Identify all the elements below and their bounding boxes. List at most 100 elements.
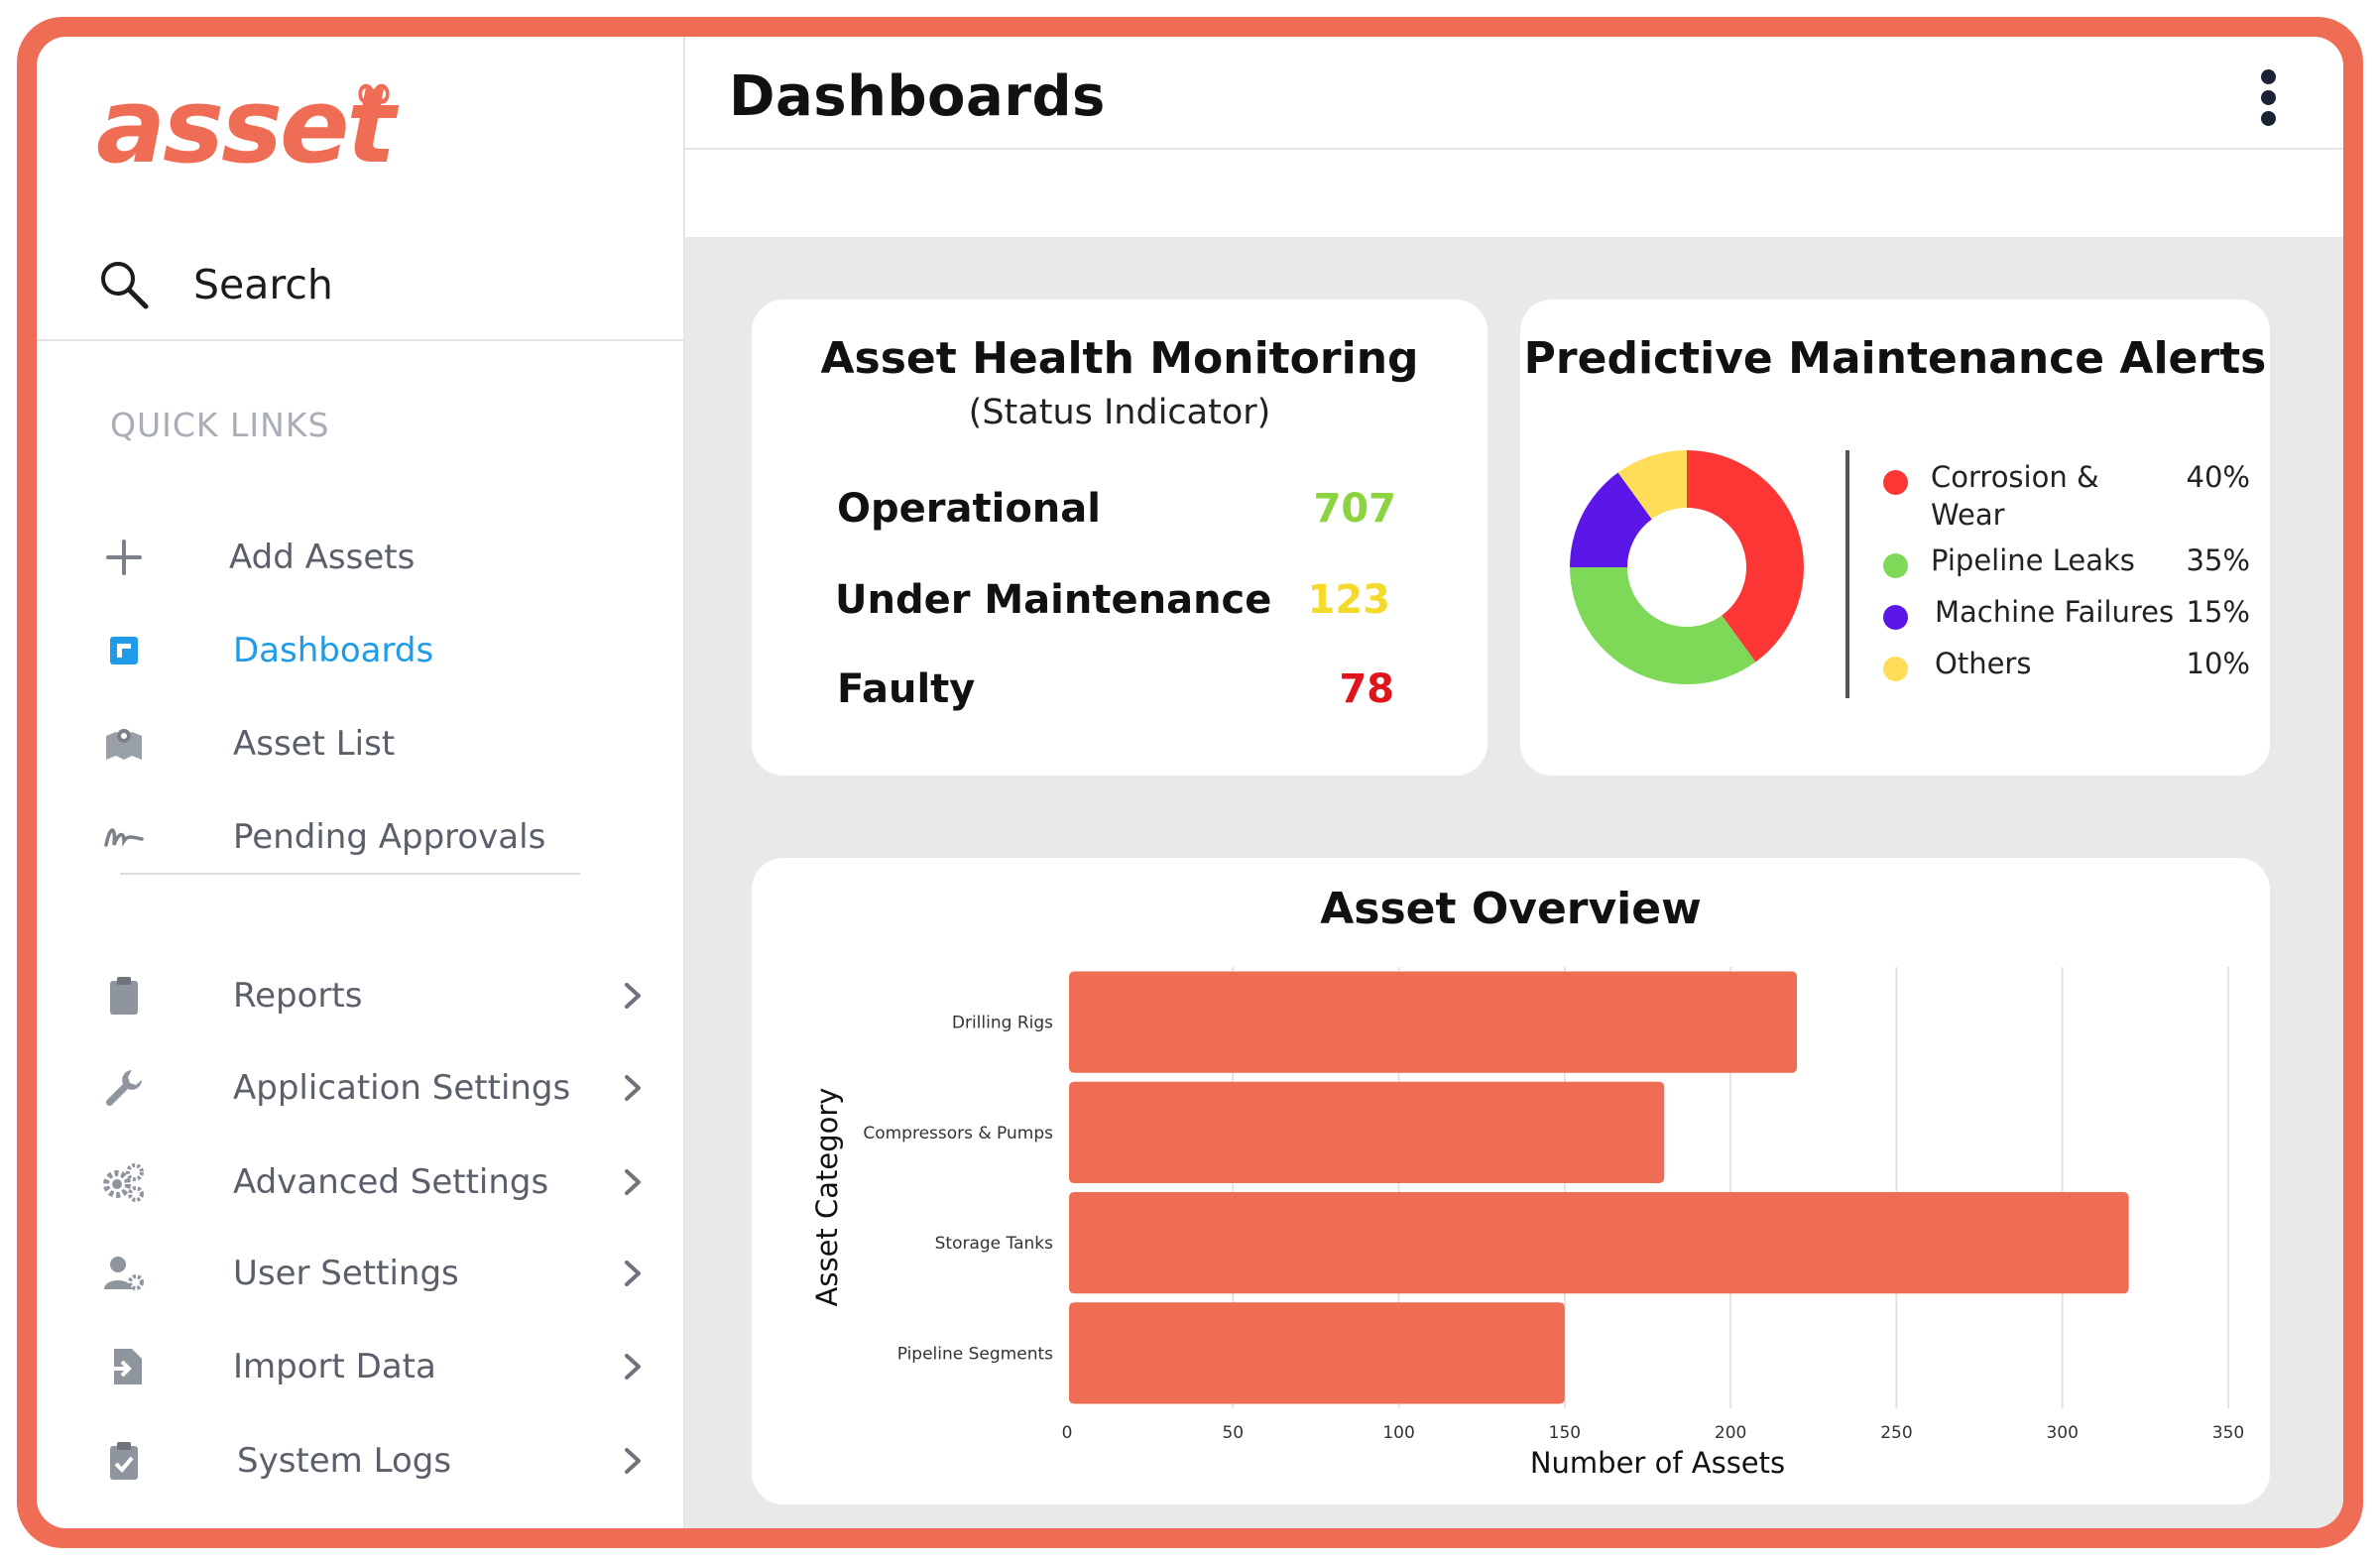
status-value: 707	[1313, 486, 1397, 532]
legend-item-pipeline-leaks: Pipeline Leaks 35%	[1883, 541, 2250, 591]
card-title: Predictive Maintenance Alerts	[1523, 333, 2267, 384]
sidebar-item-import-data[interactable]: Import Data	[100, 1332, 665, 1401]
chevron-right-icon	[625, 1354, 641, 1380]
asset-overview-card: Asset Overview 0 50 100 150 200 250 300 350 Dril…	[752, 858, 2270, 1504]
legend-dot	[1883, 657, 1908, 681]
legend-percent: 15%	[2186, 595, 2250, 629]
status-label: Operational	[837, 486, 1101, 532]
logo-infinity-icon: ∞	[354, 64, 394, 120]
legend-percent: 35%	[2186, 543, 2250, 577]
chevron-right-icon	[625, 1169, 641, 1195]
map-icon	[106, 729, 142, 760]
sidebar-item-label: Asset List	[233, 724, 396, 764]
x-tick-label: 50	[1222, 1423, 1244, 1443]
bar-2	[1069, 1191, 2129, 1294]
bar-0	[1069, 971, 1798, 1073]
legend-label: Corrosion & Wear	[1931, 460, 2099, 532]
legend-dot	[1883, 470, 1908, 495]
dashboard-icon	[110, 637, 138, 664]
header-divider	[685, 148, 2343, 150]
status-row-operational: Operational 707	[837, 486, 1396, 545]
x-tick-label: 350	[2212, 1423, 2244, 1443]
bar-1	[1069, 1081, 1665, 1184]
chevron-right-icon	[625, 1261, 641, 1286]
gears-icon	[103, 1163, 144, 1202]
x-tick-label: 200	[1715, 1423, 1746, 1443]
clipboard-check-icon	[110, 1442, 138, 1480]
sidebar-item-label: Add Assets	[229, 538, 416, 577]
alerts-donut-chart	[1570, 450, 1804, 684]
status-row-faulty: Faulty 78	[837, 666, 1394, 726]
donut-slice-1	[1570, 567, 1756, 684]
app-window: asset ∞ Search QUICK LINKS Add Assets Da…	[37, 37, 2343, 1528]
x-tick-label: 100	[1382, 1423, 1414, 1443]
sidebar-item-reports[interactable]: Reports	[100, 961, 665, 1030]
sidebar-divider	[120, 873, 580, 875]
sidebar-item-add-assets[interactable]: Add Assets	[100, 523, 665, 592]
donut-slice-2	[1570, 472, 1652, 567]
chevron-right-icon	[625, 1075, 641, 1101]
sidebar-item-user-settings[interactable]: User Settings	[100, 1239, 665, 1308]
sidebar-item-label: Advanced Settings	[233, 1162, 549, 1202]
plus-icon	[106, 540, 142, 575]
page-header: Dashboards	[685, 37, 2343, 237]
donut-slice-0	[1687, 450, 1804, 662]
wrench-icon	[105, 1070, 142, 1107]
sidebar-item-label: Application Settings	[233, 1068, 571, 1108]
y-tick-label: Pipeline Segments	[897, 1344, 1053, 1364]
legend-label: Others	[1935, 647, 2032, 680]
legend-item-corrosion: Corrosion & Wear 40%	[1883, 458, 2250, 541]
search-icon	[101, 262, 149, 309]
signature-icon	[104, 828, 144, 847]
legend-percent: 40%	[2186, 460, 2250, 494]
y-axis-label: Asset Category	[810, 1088, 844, 1307]
app-logo[interactable]: asset ∞	[96, 68, 433, 193]
legend-dot	[1883, 605, 1908, 630]
y-tick-label: Storage Tanks	[935, 1234, 1054, 1254]
sidebar-item-label: Dashboards	[233, 631, 434, 670]
status-value: 78	[1339, 666, 1394, 712]
sidebar-item-dashboards[interactable]: Dashboards	[100, 616, 665, 685]
status-label: Faulty	[837, 666, 976, 712]
clipboard-icon	[110, 977, 138, 1015]
quick-links-heading: QUICK LINKS	[110, 406, 330, 444]
asset-health-card: Asset Health Monitoring (Status Indicato…	[752, 300, 1488, 776]
y-tick-label: Drilling Rigs	[952, 1014, 1053, 1033]
legend-percent: 10%	[2186, 647, 2250, 680]
user-gear-icon	[104, 1257, 144, 1290]
donut-slice-3	[1617, 450, 1687, 520]
sidebar: asset ∞ Search QUICK LINKS Add Assets Da…	[37, 37, 685, 1528]
dashboard-content: Asset Health Monitoring (Status Indicato…	[685, 237, 2343, 1528]
x-tick-label: 0	[1062, 1423, 1073, 1443]
kebab-menu-icon[interactable]	[2248, 64, 2288, 134]
legend-label: Pipeline Leaks	[1931, 543, 2135, 577]
predictive-alerts-card: Predictive Maintenance Alerts Corrosion …	[1520, 300, 2270, 776]
x-tick-label: 150	[1549, 1423, 1581, 1443]
import-icon	[104, 1349, 142, 1384]
sidebar-item-pending-approvals[interactable]: Pending Approvals	[100, 802, 665, 872]
page-title: Dashboards	[729, 64, 1106, 129]
status-value: 123	[1307, 577, 1391, 623]
x-tick-label: 250	[1880, 1423, 1912, 1443]
chart-title: Asset Overview	[1320, 884, 1702, 934]
legend-item-machine-failures: Machine Failures 15%	[1883, 593, 2250, 643]
sidebar-item-label: System Logs	[237, 1441, 452, 1481]
sidebar-item-label: Pending Approvals	[233, 817, 546, 857]
divider	[37, 339, 685, 341]
legend-item-others: Others 10%	[1883, 645, 2250, 694]
sidebar-item-system-logs[interactable]: System Logs	[100, 1426, 665, 1496]
legend-divider	[1845, 450, 1849, 698]
sidebar-item-advanced-settings[interactable]: Advanced Settings	[100, 1147, 665, 1217]
chevron-right-icon	[625, 1448, 641, 1474]
sidebar-item-application-settings[interactable]: Application Settings	[100, 1053, 665, 1123]
sidebar-item-asset-list[interactable]: Asset List	[100, 709, 665, 779]
card-subtitle: (Status Indicator)	[968, 393, 1271, 432]
x-tick-label: 300	[2046, 1423, 2078, 1443]
sidebar-item-label: User Settings	[233, 1254, 459, 1293]
x-axis-label: Number of Assets	[1530, 1446, 1785, 1480]
chevron-right-icon	[625, 983, 641, 1009]
search-button[interactable]: Search	[96, 245, 652, 324]
search-label: Search	[193, 261, 333, 308]
sidebar-item-label: Import Data	[233, 1347, 436, 1386]
status-row-under-maintenance: Under Maintenance 123	[835, 577, 1390, 637]
